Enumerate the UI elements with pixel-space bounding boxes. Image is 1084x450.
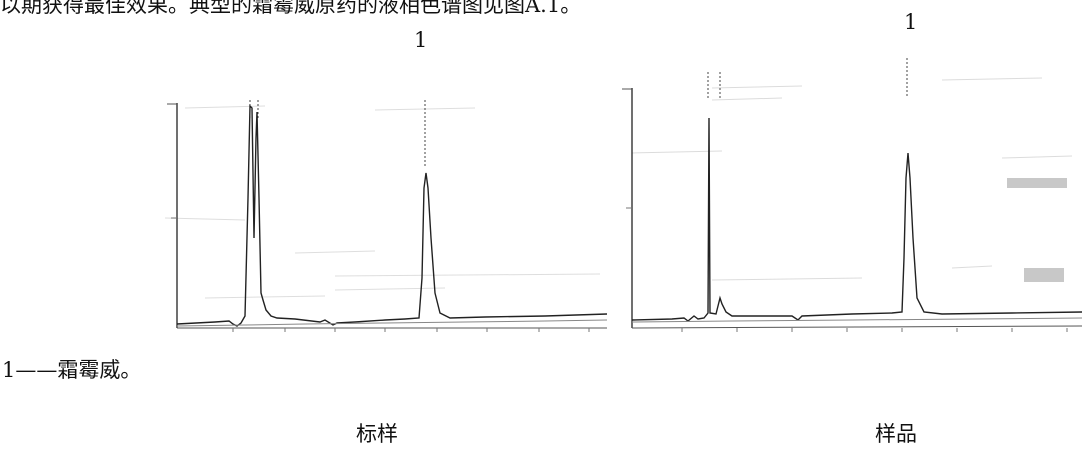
chromatogram-standard (145, 78, 610, 348)
intro-text: 以期获得最佳效果。典型的霜霉威原药的液相色谱图见图A.1。 (0, 0, 582, 17)
caption-standard: 标样 (356, 422, 398, 446)
peak-label-sample: 1 (904, 10, 918, 34)
peak-label-standard: 1 (414, 28, 428, 52)
peak-legend: 1——霜霉威。 (2, 358, 142, 382)
chromatogram-sample (612, 58, 1084, 348)
caption-sample: 样品 (875, 422, 917, 446)
